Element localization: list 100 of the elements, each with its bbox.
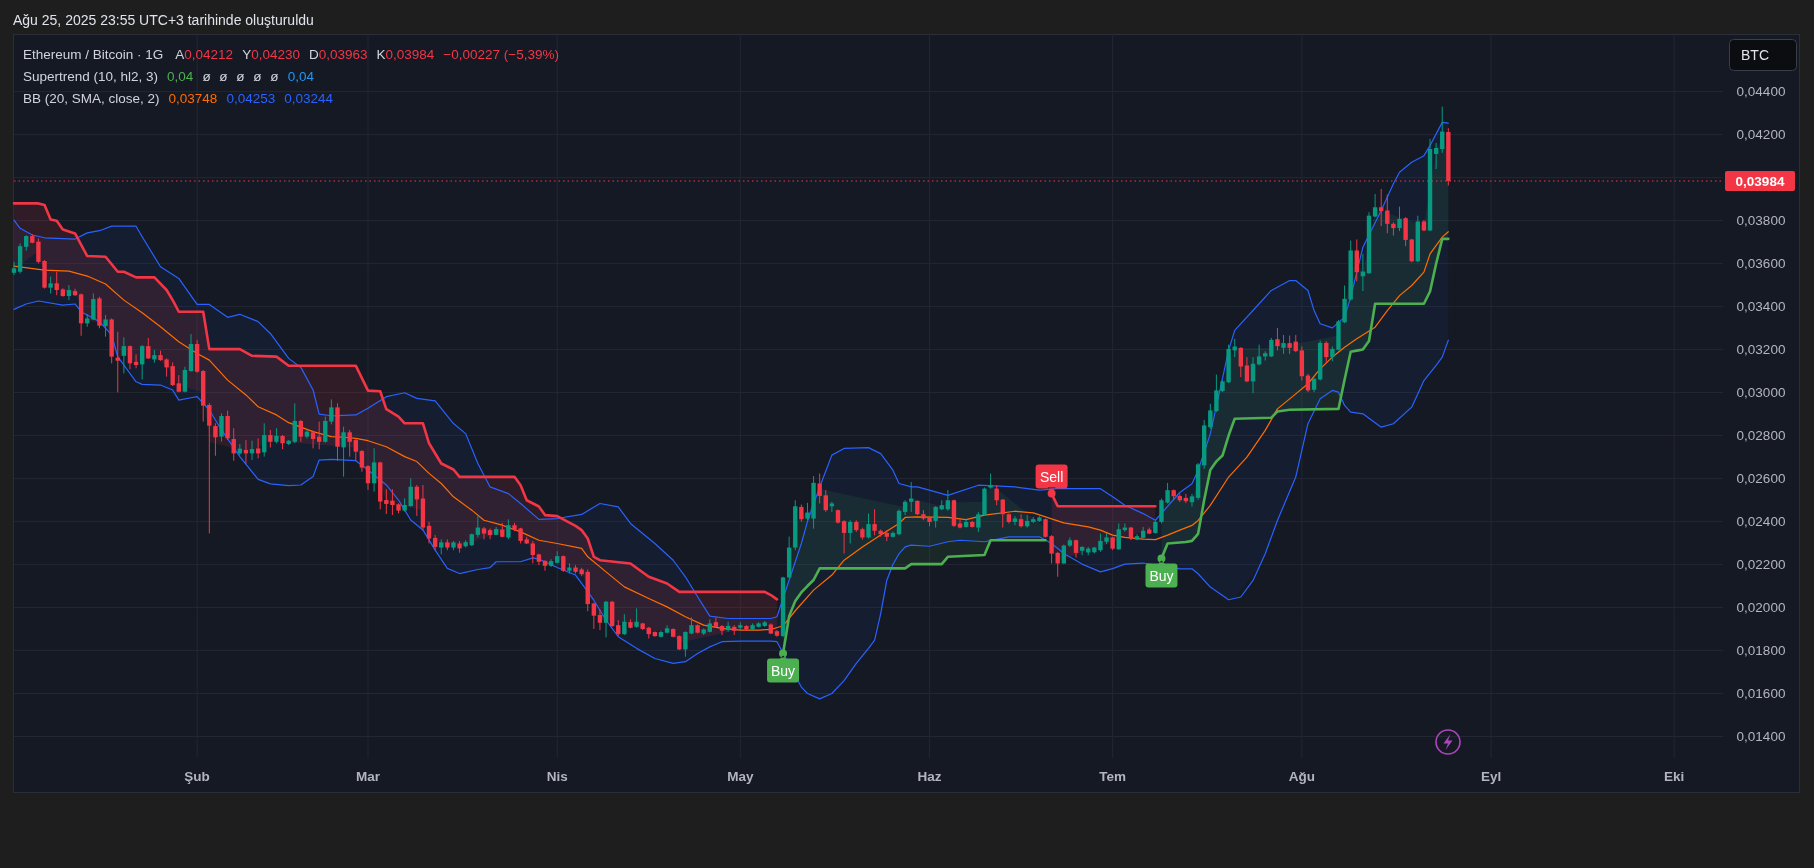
annotation: D	[308, 46, 319, 62]
annotation: BB (20, SMA, close, 2)	[23, 90, 160, 106]
y-tick-label: 0,04400	[1736, 84, 1786, 100]
candlestick	[11, 261, 17, 276]
annotation: A	[175, 46, 185, 62]
candlestick	[359, 449, 365, 473]
candlestick	[1385, 194, 1390, 234]
candlestick	[933, 505, 938, 529]
candlestick	[54, 271, 59, 296]
candlestick	[310, 430, 316, 449]
annotation: 0,04	[167, 68, 194, 84]
annotation: Buy	[770, 662, 796, 679]
x-tick-label: Ağu	[1288, 768, 1315, 784]
annotation: Y	[242, 46, 252, 62]
candlestick	[1079, 545, 1085, 556]
x-tick-label: Nis	[546, 768, 568, 784]
annotation: K	[376, 46, 386, 62]
candlestick	[481, 526, 487, 540]
y-tick-label: 0,01400	[1736, 729, 1786, 744]
y-tick-label: 0,03000	[1736, 385, 1786, 401]
x-tick-label: Eyl	[1480, 768, 1502, 784]
x-tick-label: Mar	[356, 768, 381, 784]
candlestick	[66, 284, 72, 301]
y-axis-title: BTC	[1741, 47, 1769, 63]
y-tick-label: 0,04200	[1736, 127, 1786, 143]
candlestick	[1275, 327, 1280, 351]
candlestick	[591, 602, 597, 630]
candlestick	[1281, 334, 1286, 355]
candlestick	[292, 402, 297, 444]
candlestick	[542, 559, 548, 572]
candlestick	[719, 624, 725, 636]
candlestick	[1379, 188, 1384, 227]
candlestick	[1403, 216, 1408, 247]
candlestick	[139, 344, 145, 380]
text: Ethereum / Bitcoin · 1G	[23, 46, 164, 62]
x-tick-label: Haz	[917, 768, 942, 784]
y-tick-label: 0,03200	[1736, 342, 1786, 358]
y-tick-label: 0,02000	[1736, 600, 1786, 616]
candlestick	[371, 447, 377, 493]
candlestick	[219, 412, 224, 443]
candlestick	[323, 416, 328, 444]
annotation: Sell	[1039, 468, 1064, 485]
candlestick	[329, 398, 334, 425]
candlestick	[255, 437, 261, 459]
y-tick-label: 0,03600	[1736, 256, 1786, 272]
candlestick	[341, 426, 346, 478]
line-series	[13, 300, 1449, 700]
candlestick	[353, 437, 358, 462]
x-tick-label: Şub	[184, 768, 210, 784]
candlestick	[945, 489, 951, 512]
candlestick	[1324, 340, 1329, 365]
candlestick	[1116, 522, 1121, 551]
text: Ağu 25, 2025 23:55 UTC+3 tarihinde oluşturuldu	[13, 12, 314, 28]
candlestick	[213, 422, 218, 457]
candlestick	[1018, 513, 1024, 529]
candlestick	[506, 518, 511, 540]
candlestick	[1244, 356, 1250, 383]
annotation: 0,04	[287, 68, 315, 84]
annotation: Buy	[1149, 567, 1174, 584]
y-tick-label: 0,03400	[1736, 299, 1786, 315]
candlestick	[1238, 346, 1244, 378]
y-tick-label: 0,01600	[1736, 686, 1786, 702]
candlestick	[817, 473, 822, 504]
candlestick	[841, 519, 847, 555]
y-tick-label: 0,02200	[1736, 557, 1786, 573]
y-tick-label: 0,03800	[1736, 213, 1786, 229]
candlestick	[866, 513, 871, 540]
x-tick-label: Eki	[1664, 768, 1685, 784]
candlestick	[597, 608, 603, 631]
x-tick-label: Tem	[1099, 768, 1127, 784]
candlestick	[91, 292, 96, 321]
candlestick	[1433, 142, 1439, 170]
candlestick	[603, 600, 609, 638]
candlestick	[1256, 344, 1262, 366]
annotation: 0,03963	[318, 46, 368, 62]
annotation: −0,00227 (−5,39%)	[443, 46, 559, 62]
candlestick	[823, 489, 828, 513]
candlestick	[1189, 493, 1195, 507]
x-tick-label: May	[727, 768, 754, 784]
candlestick	[847, 519, 853, 544]
annotation: 0,03984	[385, 46, 435, 62]
y-tick-label: 0,02600	[1736, 471, 1786, 487]
candlestick	[1397, 206, 1402, 232]
line-series	[13, 231, 1449, 631]
candlestick	[115, 331, 120, 393]
annotation: Supertrend (10, hl2, 3)	[23, 68, 159, 84]
y-tick-label: 0,02400	[1736, 514, 1786, 530]
candlestick	[664, 624, 670, 635]
annotation: ø ø ø ø ø	[202, 68, 279, 84]
candlestick	[872, 508, 877, 536]
candlestick	[994, 484, 999, 506]
candlestick	[1354, 239, 1359, 282]
annotation: 0,03748	[168, 90, 218, 106]
candlestick	[487, 527, 493, 540]
y-tick-label: 0,02800	[1736, 428, 1786, 444]
candlestick	[634, 607, 639, 629]
candlestick	[1269, 337, 1274, 358]
candlestick	[829, 501, 835, 513]
candlestick	[121, 336, 127, 374]
candlestick	[182, 366, 188, 393]
